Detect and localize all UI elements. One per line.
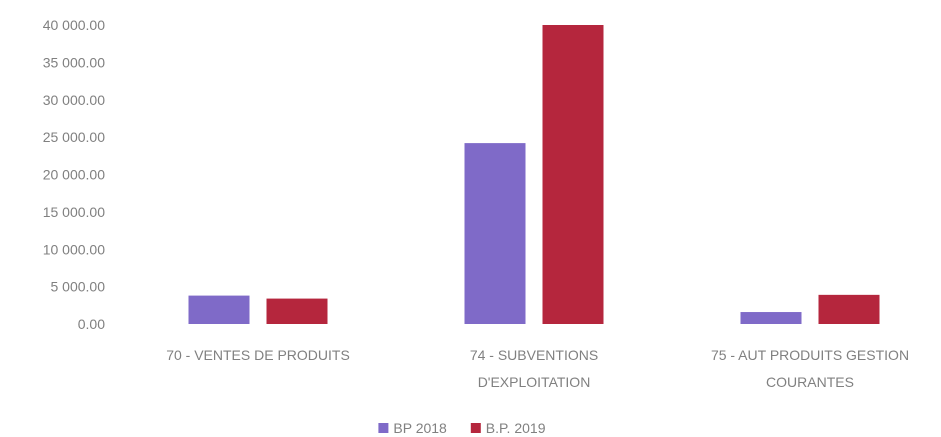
y-tick-label: 40 000.00 — [43, 17, 105, 33]
y-tick-label: 15 000.00 — [43, 204, 105, 220]
bar-bp-2019 — [266, 298, 328, 324]
legend-label: B.P. 2019 — [486, 420, 546, 436]
legend-swatch — [470, 423, 481, 433]
x-category-label: COURANTES — [766, 374, 854, 390]
x-category-label: D'EXPLOITATION — [478, 374, 591, 390]
bar-bp-2019 — [818, 294, 880, 324]
bar-bp-2018 — [740, 312, 802, 324]
y-tick-label: 20 000.00 — [43, 167, 105, 183]
bar-bp-2018 — [188, 295, 250, 324]
y-axis: 0.00 5 000.00 10 000.00 15 000.00 20 000.00 2… — [43, 17, 106, 332]
legend-swatch — [378, 423, 389, 433]
y-tick-label: 30 000.00 — [43, 92, 105, 108]
legend: BP 2018 B.P. 2019 — [378, 420, 546, 436]
x-axis: 70 - VENTES DE PRODUITS 74 - SUBVENTIONS D… — [166, 347, 909, 390]
x-category-label: 75 - AUT PRODUITS GESTION — [711, 347, 909, 363]
y-tick-label: 0.00 — [78, 316, 105, 332]
y-tick-label: 25 000.00 — [43, 129, 105, 145]
y-tick-label: 10 000.00 — [43, 241, 105, 257]
bar-bp-2019 — [542, 25, 604, 324]
y-tick-label: 5 000.00 — [51, 279, 106, 295]
bar-bp-2018 — [464, 143, 526, 324]
y-tick-label: 35 000.00 — [43, 54, 105, 70]
legend-label: BP 2018 — [393, 420, 447, 436]
x-category-label: 70 - VENTES DE PRODUITS — [166, 347, 350, 363]
x-category-label: 74 - SUBVENTIONS — [470, 347, 598, 363]
bars — [188, 25, 880, 324]
